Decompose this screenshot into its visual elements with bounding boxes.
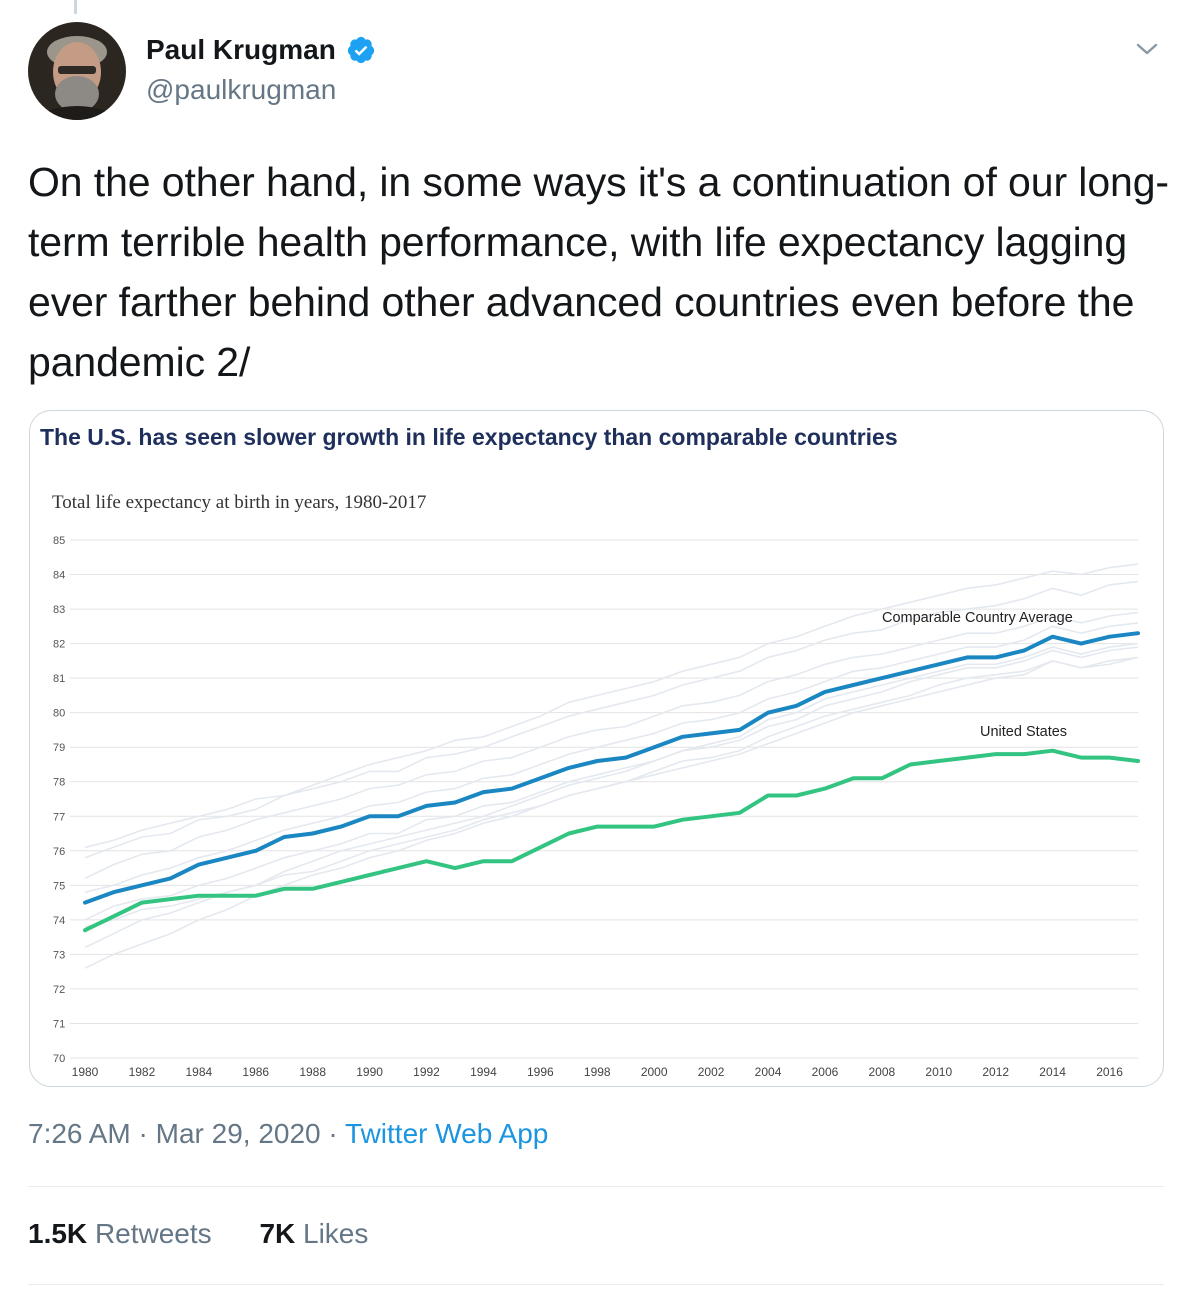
y-axis-labels: 70 71 72 73 74 75 76 77 78 79 80 81 82 83 84 85 [53,535,65,1065]
x-tick-label: 1988 [299,1065,326,1079]
main-series-lines [83,631,1140,933]
user-names: Paul Krugman @paulkrugman [146,32,376,110]
background-country-line [84,622,1139,893]
retweets-label: Retweets [94,1218,212,1249]
x-tick-label: 2000 [641,1065,668,1079]
thread-connector [74,0,77,14]
y-tick-label: 76 [53,846,65,858]
display-name[interactable]: Paul Krugman [146,34,336,65]
tweet-media-chart[interactable]: The U.S. has seen slower growth in life … [29,410,1164,1087]
retweets-count: 1.5K [28,1218,88,1249]
chart-title: The U.S. has seen slower growth in life … [40,424,898,450]
avatar[interactable] [28,22,126,120]
annotation-united-states: United States [980,724,1067,740]
x-axis-labels: 1980 1982 1984 1986 1988 1990 1992 1994 1996 1998… [72,1065,1124,1079]
background-country-line [84,611,1139,880]
x-tick-label: 1990 [356,1065,383,1079]
x-tick-label: 2014 [1039,1065,1066,1079]
x-tick-label: 2012 [982,1065,1009,1079]
tweet-date[interactable]: Mar 29, 2020 [155,1118,321,1149]
avatar-image [28,22,126,120]
annotation-comparable-average: Comparable Country Average [882,610,1073,626]
y-tick-label: 70 [53,1053,65,1065]
y-tick-label: 84 [53,570,65,582]
x-tick-label: 2010 [925,1065,952,1079]
background-country-lines [84,563,1139,969]
tweet-text: On the other hand, in some ways it's a c… [28,159,1169,385]
comparable-country-average-line [83,631,1140,905]
life-expectancy-chart: The U.S. has seen slower growth in life … [40,424,1140,1079]
x-tick-label: 1994 [470,1065,497,1079]
verified-badge-icon [348,36,375,64]
tweet-stats: 1.5K Retweets 7K Likes [28,1218,408,1250]
y-tick-label: 71 [53,1018,65,1030]
meta-separator: · [328,1118,338,1149]
x-tick-label: 2002 [698,1065,725,1079]
x-tick-label: 2016 [1096,1065,1123,1079]
tweet-source-link[interactable]: Twitter Web App [345,1118,549,1149]
likes-count: 7K [259,1218,296,1249]
x-tick-label: 2004 [755,1065,782,1079]
y-tick-label: 80 [53,708,65,720]
retweets-stat[interactable]: 1.5K Retweets [28,1218,212,1250]
background-country-line [84,656,1139,928]
x-tick-label: 1986 [242,1065,269,1079]
x-tick-label: 2006 [812,1065,839,1079]
background-country-line [84,646,1139,921]
x-tick-label: 1998 [584,1065,611,1079]
chevron-down-icon[interactable] [1132,34,1162,64]
y-tick-label: 79 [53,742,65,754]
divider [28,1186,1164,1187]
y-tick-label: 81 [53,673,65,685]
x-tick-label: 1980 [72,1065,99,1079]
x-tick-label: 2008 [869,1065,896,1079]
y-tick-label: 77 [53,811,65,823]
x-tick-label: 1996 [527,1065,554,1079]
user-handle[interactable]: @paulkrugman [146,74,337,105]
divider [28,1284,1164,1285]
chart-grid [70,539,1138,1059]
meta-separator: · [138,1118,148,1149]
x-tick-label: 1992 [413,1065,440,1079]
background-country-line [84,580,1139,859]
x-tick-label: 1984 [185,1065,212,1079]
tweet-time[interactable]: 7:26 AM [28,1118,131,1149]
y-tick-label: 85 [53,535,65,547]
tweet-header: Paul Krugman @paulkrugman [28,22,1168,122]
y-tick-label: 74 [53,915,65,927]
united-states-line [83,748,1140,933]
y-tick-label: 73 [53,949,65,961]
y-tick-label: 82 [53,639,65,651]
y-tick-label: 72 [53,984,65,996]
likes-label: Likes [303,1218,369,1249]
y-tick-label: 78 [53,777,65,789]
tweet-meta: 7:26 AM · Mar 29, 2020 · Twitter Web App [28,1118,548,1150]
y-tick-label: 75 [53,880,65,892]
likes-stat[interactable]: 7K Likes [259,1218,368,1250]
x-tick-label: 1982 [129,1065,156,1079]
chart-subtitle: Total life expectancy at birth in years,… [52,492,426,513]
y-tick-label: 83 [53,604,65,616]
background-country-line [84,563,1139,849]
